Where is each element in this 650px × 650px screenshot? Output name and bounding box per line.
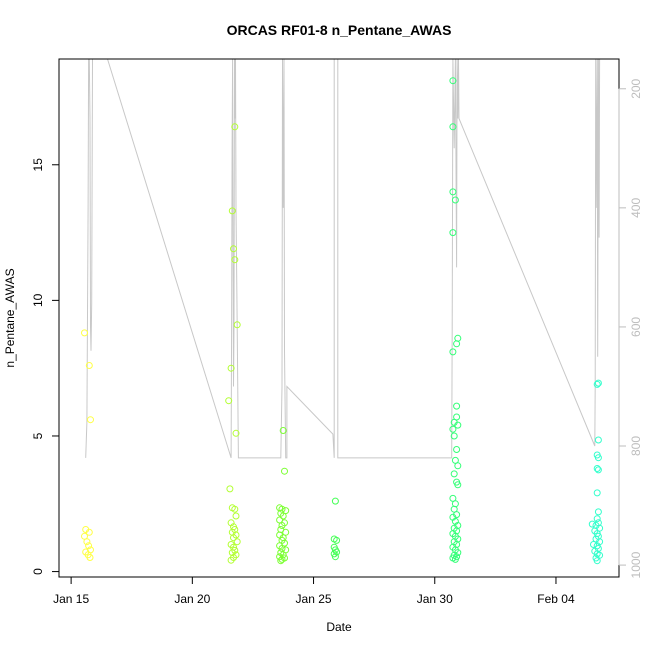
secondary-tick-label: 800 bbox=[629, 436, 643, 456]
data-point bbox=[278, 505, 286, 513]
data-points-layer bbox=[81, 77, 604, 565]
data-point bbox=[231, 505, 239, 513]
data-point bbox=[590, 541, 597, 548]
data-point bbox=[593, 515, 601, 523]
secondary-tick-label: 1000 bbox=[629, 551, 643, 578]
altitude-trace-line bbox=[85, 58, 601, 459]
y-tick-label: 0 bbox=[31, 568, 45, 575]
data-point bbox=[279, 512, 287, 520]
data-point bbox=[277, 549, 285, 557]
data-point bbox=[85, 542, 93, 550]
data-point bbox=[85, 362, 93, 369]
data-point bbox=[449, 229, 457, 237]
data-point bbox=[453, 340, 461, 348]
altitude-trace-layer bbox=[85, 58, 601, 459]
data-point bbox=[449, 123, 457, 131]
data-point bbox=[453, 402, 461, 410]
data-point bbox=[593, 489, 601, 497]
data-point bbox=[226, 485, 234, 493]
data-point bbox=[454, 421, 462, 429]
data-point bbox=[227, 556, 235, 564]
x-tick-label: Jan 20 bbox=[174, 592, 210, 606]
data-point bbox=[232, 429, 240, 437]
data-point bbox=[86, 554, 94, 561]
data-point bbox=[449, 348, 457, 356]
secondary-tick-label: 600 bbox=[629, 317, 643, 337]
secondary-tick-label: 400 bbox=[629, 198, 643, 218]
data-point bbox=[230, 245, 237, 253]
x-axis-label: Date bbox=[326, 620, 352, 634]
data-point bbox=[450, 470, 458, 478]
data-point bbox=[450, 432, 458, 440]
y-axis: 0 5 10 15 bbox=[31, 158, 60, 575]
data-point bbox=[449, 77, 457, 85]
data-point bbox=[230, 534, 237, 542]
data-point bbox=[453, 446, 461, 453]
data-point bbox=[449, 425, 457, 433]
data-point bbox=[333, 536, 341, 544]
data-point bbox=[85, 528, 93, 536]
data-point bbox=[331, 497, 339, 505]
data-point bbox=[87, 416, 94, 424]
secondary-y-axis: 200 400 600 800 1000 bbox=[618, 78, 643, 578]
data-point bbox=[449, 188, 457, 196]
data-point bbox=[593, 465, 601, 472]
data-point bbox=[81, 329, 88, 337]
data-point bbox=[233, 538, 241, 546]
data-point bbox=[231, 256, 239, 264]
data-point bbox=[232, 512, 240, 520]
data-point bbox=[594, 379, 602, 387]
data-point bbox=[278, 555, 286, 563]
data-point bbox=[593, 557, 601, 565]
y-tick-label: 10 bbox=[31, 293, 45, 307]
data-point bbox=[331, 553, 339, 561]
data-point bbox=[231, 123, 239, 131]
data-point bbox=[83, 538, 91, 546]
x-tick-label: Jan 30 bbox=[417, 592, 453, 606]
y-tick-label: 5 bbox=[31, 432, 45, 439]
data-point bbox=[227, 364, 235, 372]
y-tick-label: 15 bbox=[31, 158, 45, 172]
data-point bbox=[233, 321, 241, 329]
data-point bbox=[451, 196, 459, 204]
data-point bbox=[454, 334, 462, 342]
x-tick-label: Feb 04 bbox=[537, 592, 575, 606]
data-point bbox=[454, 462, 462, 470]
data-point bbox=[228, 549, 236, 557]
data-point bbox=[278, 545, 286, 552]
data-point bbox=[281, 467, 288, 475]
data-point bbox=[451, 555, 459, 563]
data-point bbox=[279, 551, 287, 559]
x-axis: Jan 15 Jan 20 Jan 25 Jan 30 Feb 04 bbox=[53, 576, 575, 606]
data-point bbox=[593, 380, 601, 388]
y-axis-label: n_Pentane_AWAS bbox=[3, 268, 17, 367]
data-point bbox=[225, 397, 233, 405]
data-point bbox=[277, 557, 285, 565]
data-point bbox=[279, 427, 287, 434]
data-point bbox=[594, 466, 602, 474]
chart-title: ORCAS RF01-8 n_Pentane_AWAS bbox=[227, 22, 452, 38]
plot-frame bbox=[58, 58, 620, 578]
data-point bbox=[594, 454, 602, 462]
x-tick-label: Jan 15 bbox=[53, 592, 89, 606]
data-point bbox=[594, 436, 602, 444]
data-point bbox=[228, 207, 236, 215]
secondary-tick-label: 200 bbox=[629, 78, 643, 98]
data-point bbox=[594, 508, 602, 516]
data-point bbox=[588, 520, 596, 528]
data-point bbox=[454, 481, 462, 489]
data-point bbox=[278, 522, 286, 529]
x-tick-label: Jan 25 bbox=[296, 592, 332, 606]
